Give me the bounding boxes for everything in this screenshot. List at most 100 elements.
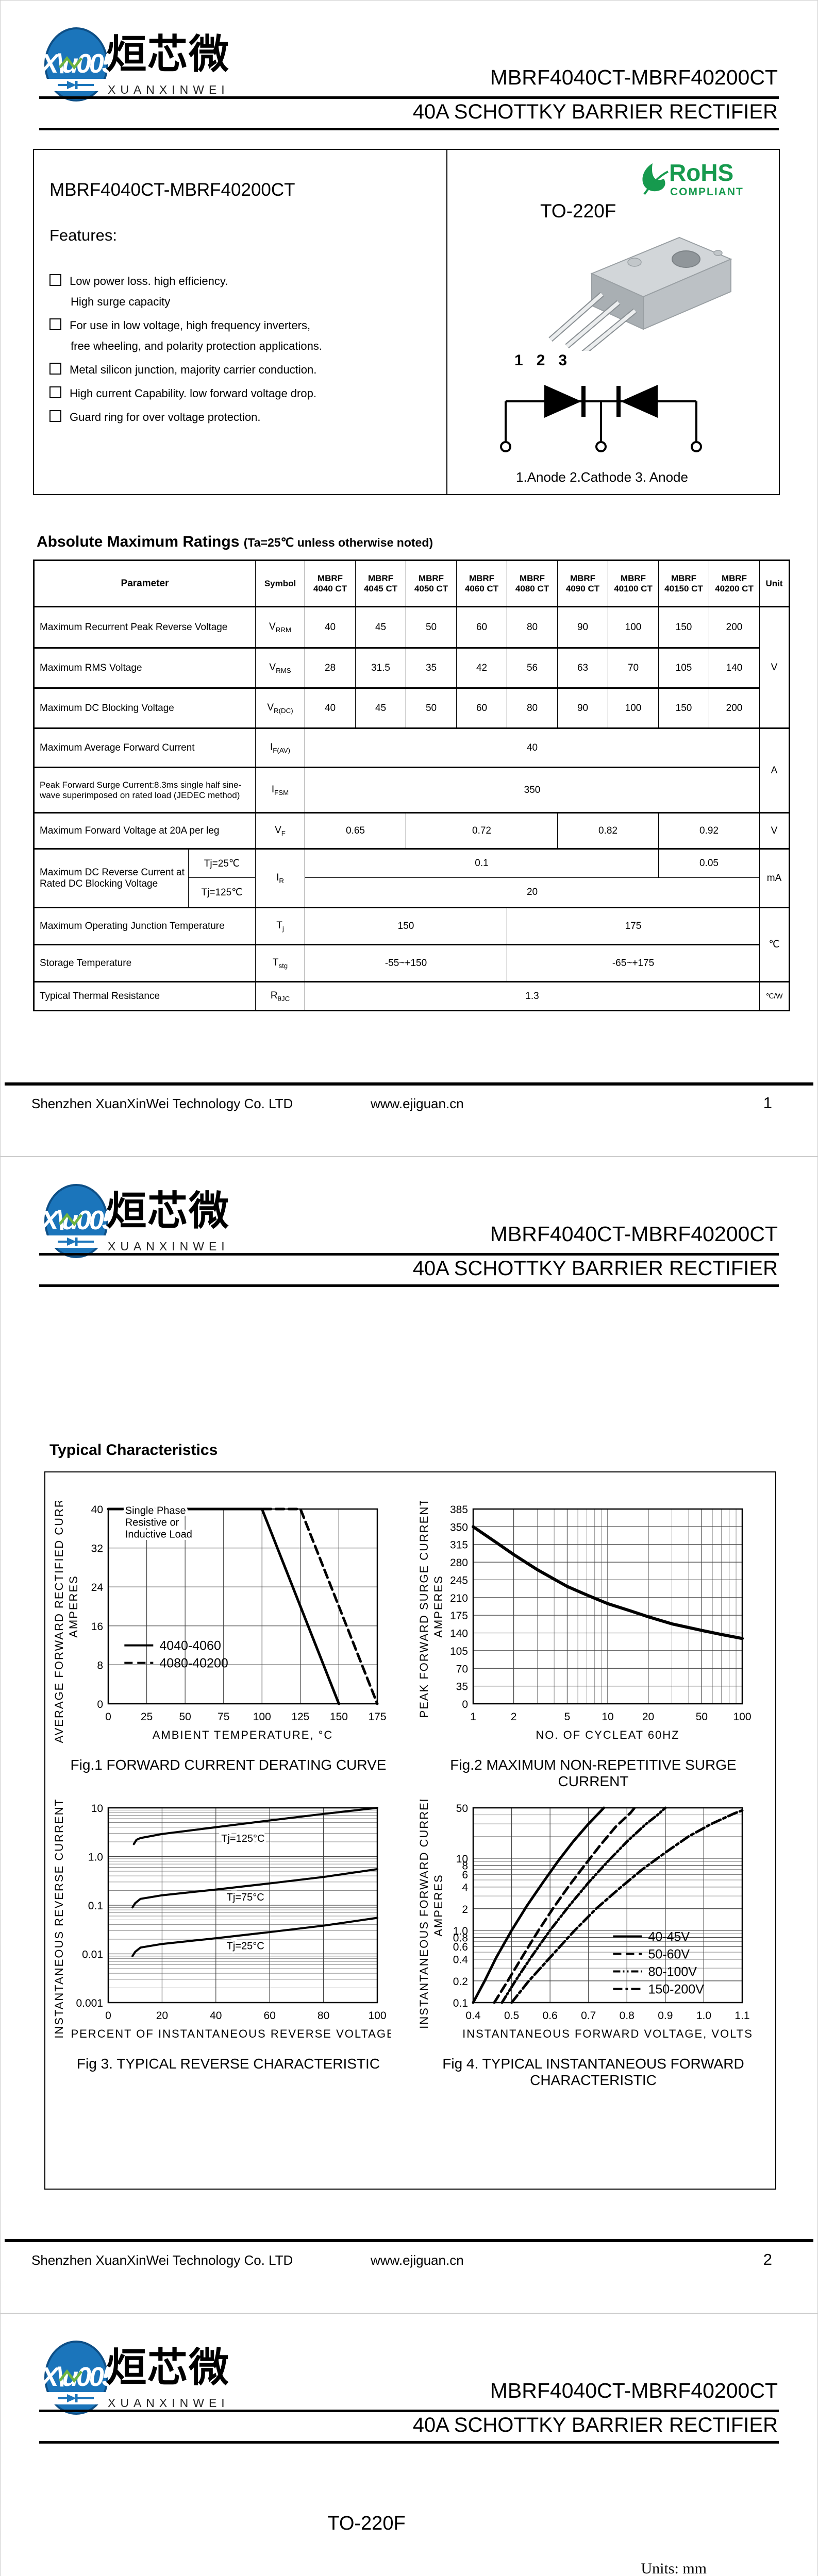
- svg-text:1.0: 1.0: [453, 1925, 468, 1937]
- svg-text:10: 10: [602, 1711, 613, 1723]
- fig2-surge-chart: 1 2 5 10 20 50 100 0 35 70 105 140 175 210 245 280 315 35…: [418, 1495, 752, 1741]
- table-row: Tj=125℃ 20: [34, 877, 790, 908]
- footer-company: Shenzhen XuanXinWei Technology Co. LTD: [31, 1096, 293, 1111]
- svg-text:6: 6: [462, 1869, 468, 1881]
- package-outline-drawing: A A1 A2 C C1 C2 B1 D1 D2 D3 D D α: [539, 2575, 545, 2576]
- svg-text:40: 40: [91, 1504, 103, 1516]
- svg-text:8: 8: [97, 1659, 103, 1671]
- features-panel: MBRF4040CT-MBRF40200CT Features: Low pow…: [34, 150, 447, 494]
- svg-text:0.2: 0.2: [453, 1976, 468, 1988]
- brand-chinese: 烜芯微: [106, 31, 230, 78]
- footer-rule: [5, 2239, 813, 2242]
- svg-text:280: 280: [450, 1557, 468, 1569]
- header-rule-2: [39, 2441, 779, 2444]
- svg-text:5: 5: [564, 1711, 571, 1723]
- svg-text:Tj=25°C: Tj=25°C: [227, 1940, 264, 1952]
- feature-item: For use in low voltage, high frequency i…: [49, 315, 322, 357]
- svg-text:AMPERES: AMPERES: [67, 1575, 80, 1638]
- svg-text:75: 75: [218, 1711, 229, 1723]
- svg-text:Tj=75°C: Tj=75°C: [227, 1892, 264, 1903]
- svg-text:0.1: 0.1: [88, 1900, 103, 1912]
- svg-text:Inductive Load: Inductive Load: [125, 1529, 192, 1540]
- svg-text:245: 245: [450, 1574, 468, 1586]
- chart-fig2: 1 2 5 10 20 50 100 0 35 70 105 140 175 210 245 280 315 35…: [415, 1495, 771, 1790]
- typical-characteristics-heading: Typical Characteristics: [49, 1442, 218, 1459]
- page-1: XX\u0057 烜芯微 XUANXINWEI MBRF4040CT-MBRF4…: [0, 0, 818, 1157]
- svg-text:60: 60: [264, 2010, 276, 2022]
- svg-text:175: 175: [368, 1711, 386, 1723]
- svg-text:40-45V: 40-45V: [648, 1929, 690, 1944]
- feature-item: Metal silicon junction, majority carrier…: [49, 360, 322, 380]
- svg-text:INSTANTANEOUS FORWARD CURRENT,: INSTANTANEOUS FORWARD CURRENT,: [418, 1800, 430, 2029]
- svg-text:AMBIENT TEMPERATURE, °C: AMBIENT TEMPERATURE, °C: [153, 1728, 333, 1741]
- fig3-reverse-chart: 0 20 40 60 80 100 10 1.0 0.1 0.01 0.001 INSTANTANEO…: [53, 1772, 414, 2040]
- svg-text:80: 80: [318, 2010, 329, 2022]
- svg-text:50: 50: [456, 1803, 468, 1815]
- header-subtitle: 40A SCHOTTKY BARRIER RECTIFIER: [412, 1257, 778, 1280]
- brand-logo-icon: XX\u0057: [44, 1184, 110, 1258]
- features-list: Low power loss. high efficiency. High sur…: [49, 271, 322, 431]
- svg-text:1.0: 1.0: [88, 1852, 103, 1863]
- svg-text:50-60V: 50-60V: [648, 1947, 690, 1961]
- svg-text:40: 40: [210, 2010, 222, 2022]
- package-type-label: TO-220F: [327, 2513, 406, 2534]
- checkbox-icon: [49, 386, 61, 398]
- svg-text:70: 70: [456, 1663, 468, 1675]
- page-2: XX\u0057 烜芯微 XUANXINWEI MBRF4040CT-MBRF4…: [0, 1157, 818, 2313]
- chart-fig3: 0 20 40 60 80 100 10 1.0 0.1 0.01 0.001 INSTANTANEO…: [51, 1772, 414, 2072]
- svg-text:32: 32: [91, 1543, 103, 1555]
- svg-text:2: 2: [462, 1904, 468, 1916]
- footer-rule: [5, 1082, 813, 1086]
- header-rule-1: [39, 96, 779, 99]
- checkbox-icon: [49, 410, 61, 422]
- page-3: XX\u0057 烜芯微 XUANXINWEI MBRF4040CT-MBRF4…: [0, 2313, 818, 2576]
- ratings-heading: Absolute Maximum Ratings (Ta=25℃ unless …: [37, 533, 433, 550]
- svg-text:100: 100: [733, 1711, 751, 1723]
- svg-text:0.6: 0.6: [453, 1941, 468, 1953]
- svg-text:125: 125: [291, 1711, 309, 1723]
- part-title: MBRF4040CT-MBRF40200CT: [49, 180, 295, 200]
- svg-text:0: 0: [105, 1711, 111, 1723]
- svg-text:AMPERES: AMPERES: [432, 1575, 445, 1638]
- table-row: Typical Thermal Resistance RθJC 1.3 ℃/W: [33, 981, 790, 1011]
- svg-text:10: 10: [456, 1853, 468, 1865]
- svg-text:80-100V: 80-100V: [648, 1964, 697, 1979]
- footer-website[interactable]: www.ejiguan.cn: [371, 2252, 464, 2268]
- svg-text:0: 0: [105, 2010, 111, 2022]
- svg-text:0: 0: [462, 1699, 468, 1710]
- header-subtitle: 40A SCHOTTKY BARRIER RECTIFIER: [412, 2414, 778, 2436]
- table-row: Maximum DC Blocking Voltage VR(DC) 40 45 5…: [33, 687, 790, 728]
- brand-english: XUANXINWEI: [108, 1240, 229, 1253]
- svg-text:0.6: 0.6: [543, 2010, 558, 2022]
- svg-text:COMPLIANT: COMPLIANT: [670, 186, 744, 198]
- svg-text:Resistive or: Resistive or: [125, 1517, 179, 1528]
- header-rule-2: [39, 128, 779, 130]
- svg-text:0.9: 0.9: [658, 2010, 673, 2022]
- svg-text:210: 210: [450, 1592, 468, 1604]
- footer-website[interactable]: www.ejiguan.cn: [371, 1096, 464, 1111]
- feature-item: Low power loss. high efficiency. High sur…: [49, 271, 322, 312]
- svg-text:1.0: 1.0: [696, 2010, 711, 2022]
- table-row: Maximum Recurrent Peak Reverse Voltage V…: [33, 606, 790, 728]
- svg-text:35: 35: [456, 1681, 468, 1693]
- svg-text:0.8: 0.8: [453, 1933, 468, 1944]
- svg-text:10: 10: [91, 1803, 103, 1815]
- fig4-forward-chart: 0.4 0.5 0.6 0.7 0.8 0.9 1.0 1.1501086421.00.80.…: [418, 1782, 752, 2040]
- svg-text:1: 1: [470, 1711, 476, 1723]
- checkbox-icon: [49, 363, 61, 375]
- brand-logo-icon: XX\u0057: [44, 27, 110, 101]
- svg-text:RoHS: RoHS: [669, 159, 733, 186]
- diode-schematic: [500, 385, 702, 452]
- table-row: Maximum DC Reverse Current at Rated DC B…: [34, 848, 790, 908]
- header-rule-1: [39, 2410, 779, 2412]
- svg-text:24: 24: [91, 1582, 104, 1594]
- svg-text:0.7: 0.7: [581, 2010, 596, 2022]
- checkbox-icon: [49, 274, 61, 286]
- svg-text:4: 4: [462, 1882, 468, 1894]
- brand-english: XUANXINWEI: [108, 83, 229, 96]
- table-row: Maximum Average Forward Current IF(AV) 4…: [33, 727, 790, 813]
- header-subtitle: 40A SCHOTTKY BARRIER RECTIFIER: [412, 100, 778, 123]
- chart-fig1: 0 25 50 75 100 125 150 175 0 8 16 24 32 40 AVERAGE FOR…: [51, 1470, 406, 1773]
- svg-text:20: 20: [642, 1711, 654, 1723]
- svg-text:AMPERES: AMPERES: [432, 1874, 445, 1937]
